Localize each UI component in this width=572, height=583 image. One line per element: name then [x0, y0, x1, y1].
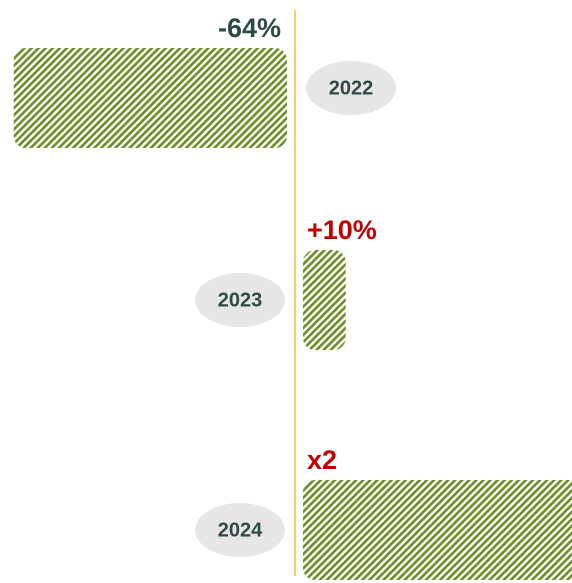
- value-label: x2: [307, 445, 337, 475]
- category-label: 2023: [218, 289, 263, 311]
- bar: [303, 480, 572, 580]
- value-label: +10%: [307, 215, 377, 245]
- value-label: -64%: [218, 13, 281, 43]
- category-label: 2022: [329, 77, 374, 99]
- category-label: 2024: [218, 519, 263, 541]
- bar: [303, 250, 346, 350]
- year-pill: [195, 273, 285, 327]
- year-pill: [195, 503, 285, 557]
- year-pill: [306, 61, 396, 115]
- bar: [13, 48, 287, 148]
